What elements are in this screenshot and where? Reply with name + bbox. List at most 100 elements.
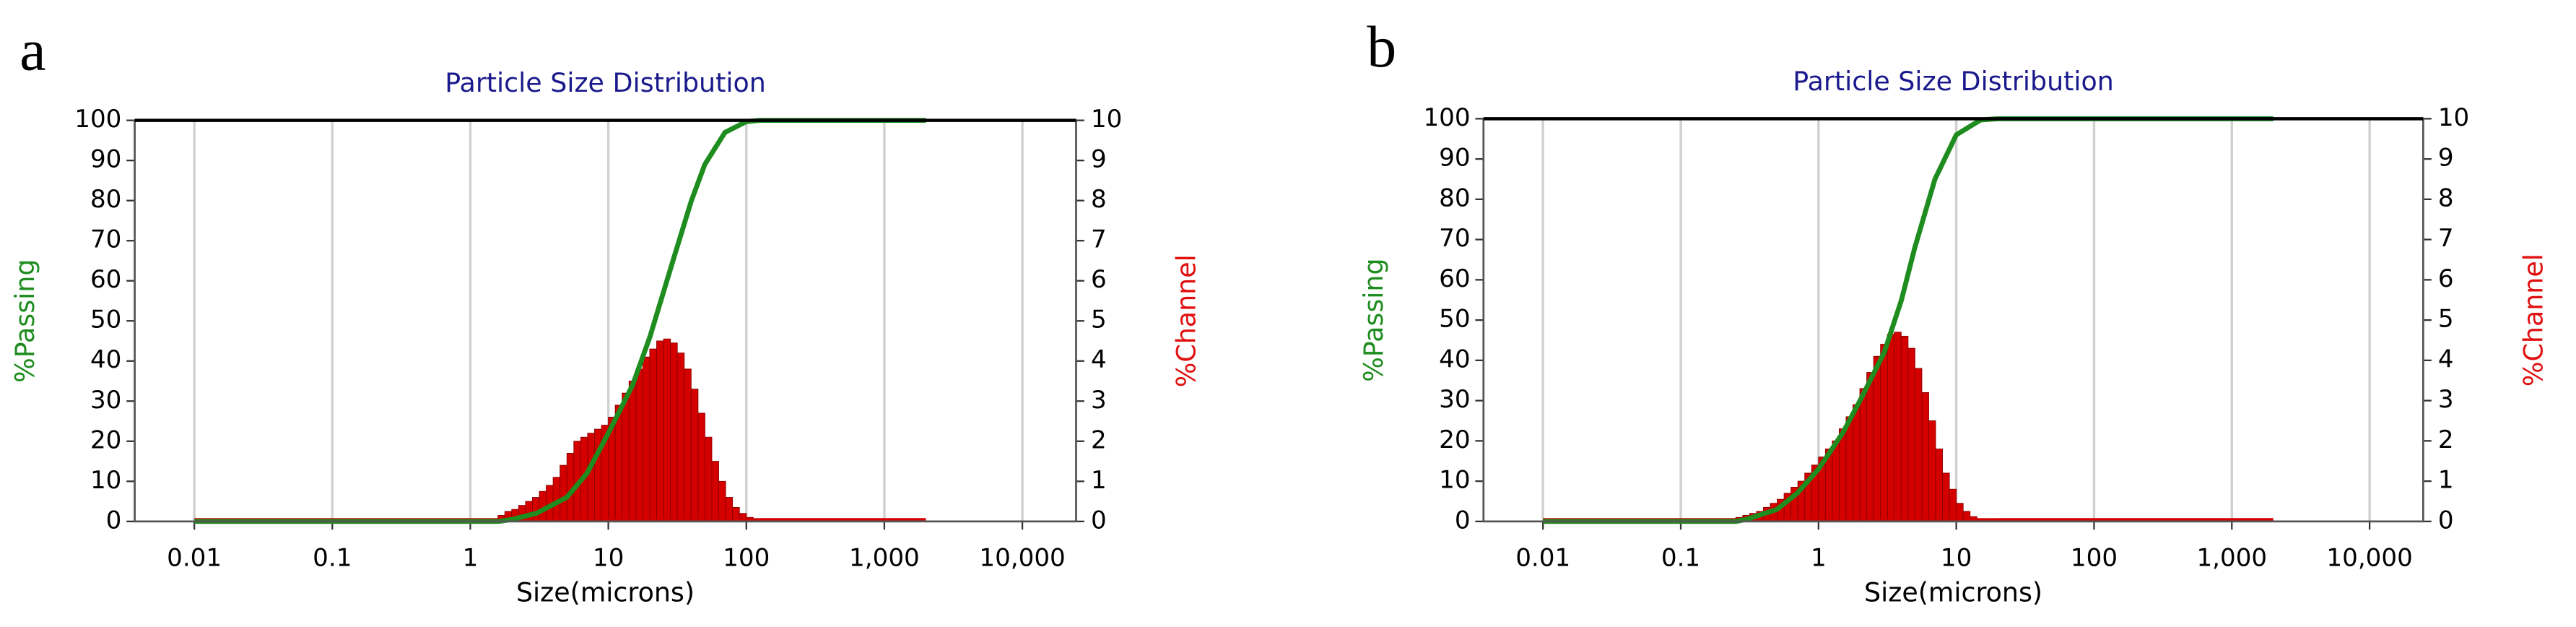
y-tick-label: 40 bbox=[90, 345, 121, 374]
bar bbox=[1894, 332, 1902, 522]
y-tick-label: 80 bbox=[90, 185, 121, 214]
y2-tick-label: 5 bbox=[1091, 306, 1107, 334]
bar bbox=[642, 356, 650, 522]
bar bbox=[1949, 488, 1957, 522]
bar bbox=[1859, 388, 1868, 522]
y-tick-label: 30 bbox=[1439, 385, 1470, 414]
y2-tick-label: 9 bbox=[1091, 145, 1107, 174]
y2-tick-label: 1 bbox=[1091, 466, 1107, 495]
bar bbox=[704, 436, 713, 522]
x-tick-label: 10 bbox=[593, 544, 624, 573]
bar bbox=[1845, 416, 1853, 522]
bar bbox=[690, 389, 699, 522]
y2-tick-label: 8 bbox=[2438, 183, 2454, 212]
x-tick-label: 1,000 bbox=[849, 544, 920, 573]
x-tick-label: 0.01 bbox=[167, 544, 222, 573]
y2-tick-label: 0 bbox=[1091, 506, 1107, 535]
y2-axis-title: %Channel bbox=[2518, 254, 2549, 386]
y2-axis-title: %Channel bbox=[1171, 254, 1202, 387]
y2-tick-label: 2 bbox=[1091, 425, 1107, 454]
bar bbox=[1942, 472, 1950, 522]
x-tick-label: 1 bbox=[463, 544, 479, 573]
plot-area bbox=[1483, 118, 2424, 522]
y2-tick-label: 5 bbox=[2438, 305, 2454, 334]
x-tick-label: 10,000 bbox=[979, 544, 1065, 573]
bar bbox=[1935, 449, 1944, 522]
bar bbox=[1873, 355, 1881, 522]
line bbox=[1543, 116, 2273, 524]
bar bbox=[622, 392, 630, 522]
bar bbox=[1887, 334, 1895, 522]
bar bbox=[1900, 335, 1909, 522]
y-axis-title: %Passing bbox=[1358, 258, 1389, 381]
y-tick-label: 10 bbox=[1439, 466, 1470, 495]
bar bbox=[1928, 420, 1936, 522]
y2-tick-label: 4 bbox=[2438, 345, 2454, 373]
y-tick-label: 30 bbox=[90, 386, 121, 415]
y2-tick-label: 1 bbox=[2438, 466, 2454, 495]
y2-tick-label: 0 bbox=[2438, 506, 2454, 535]
y-tick-label: 10 bbox=[90, 466, 121, 495]
x-tick-label: 1 bbox=[1811, 544, 1827, 573]
x-axis-title: Size(microns) bbox=[516, 576, 695, 607]
bar bbox=[684, 368, 692, 522]
x-tick-label: 1,000 bbox=[2196, 544, 2267, 573]
chart-title: Particle Size Distribution bbox=[1793, 66, 2114, 97]
chart-title: Particle Size Distribution bbox=[445, 67, 766, 98]
bar bbox=[628, 381, 637, 522]
y2-tick-label: 2 bbox=[2438, 425, 2454, 454]
line bbox=[194, 118, 926, 524]
panel-label: a bbox=[19, 17, 45, 83]
bar bbox=[1853, 404, 1861, 522]
y2-tick-label: 6 bbox=[2438, 264, 2454, 293]
y-tick-label: 40 bbox=[1439, 345, 1470, 373]
x-tick-label: 0.1 bbox=[313, 544, 352, 573]
panel-label: b bbox=[1367, 14, 1396, 79]
y-tick-label: 50 bbox=[90, 306, 121, 334]
x-tick-label: 10 bbox=[1941, 544, 1972, 573]
x-tick-label: 10,000 bbox=[2326, 544, 2412, 573]
bar bbox=[531, 497, 540, 522]
bar bbox=[718, 480, 726, 522]
y-tick-label: 50 bbox=[1439, 305, 1470, 334]
x-tick-label: 0.1 bbox=[1661, 544, 1700, 573]
x-tick-label: 100 bbox=[2071, 544, 2118, 573]
bar bbox=[1880, 344, 1888, 522]
bar bbox=[725, 497, 734, 522]
y2-tick-label: 8 bbox=[1091, 185, 1107, 214]
bar bbox=[560, 464, 567, 522]
y-tick-label: 20 bbox=[1439, 425, 1470, 454]
y2-tick-label: 7 bbox=[1091, 225, 1107, 254]
y-tick-label: 70 bbox=[90, 225, 121, 254]
bar bbox=[1914, 368, 1923, 522]
bar bbox=[670, 342, 678, 522]
y2-tick-label: 10 bbox=[1091, 105, 1122, 134]
bar bbox=[663, 338, 671, 522]
y2-tick-label: 3 bbox=[2438, 385, 2454, 414]
y2-tick-label: 6 bbox=[1091, 265, 1107, 294]
bar bbox=[656, 340, 664, 522]
bar bbox=[711, 461, 719, 522]
y-tick-label: 60 bbox=[1439, 264, 1470, 293]
bar bbox=[1866, 372, 1874, 522]
bar bbox=[1921, 392, 1929, 522]
x-tick-label: 0.01 bbox=[1515, 544, 1570, 573]
bar bbox=[676, 353, 685, 522]
y-tick-label: 100 bbox=[1423, 103, 1470, 132]
y2-tick-label: 4 bbox=[1091, 345, 1107, 374]
y-tick-label: 60 bbox=[90, 265, 121, 294]
y2-tick-label: 10 bbox=[2438, 103, 2469, 132]
y-tick-label: 90 bbox=[90, 145, 121, 174]
y-tick-label: 100 bbox=[74, 105, 121, 134]
bar bbox=[587, 433, 595, 522]
y2-tick-label: 7 bbox=[2438, 224, 2454, 253]
y2-tick-label: 9 bbox=[2438, 144, 2454, 173]
y-tick-label: 80 bbox=[1439, 183, 1470, 212]
y-axis-title: %Passing bbox=[9, 259, 40, 383]
y-tick-label: 0 bbox=[1455, 506, 1471, 535]
bar bbox=[697, 412, 705, 522]
